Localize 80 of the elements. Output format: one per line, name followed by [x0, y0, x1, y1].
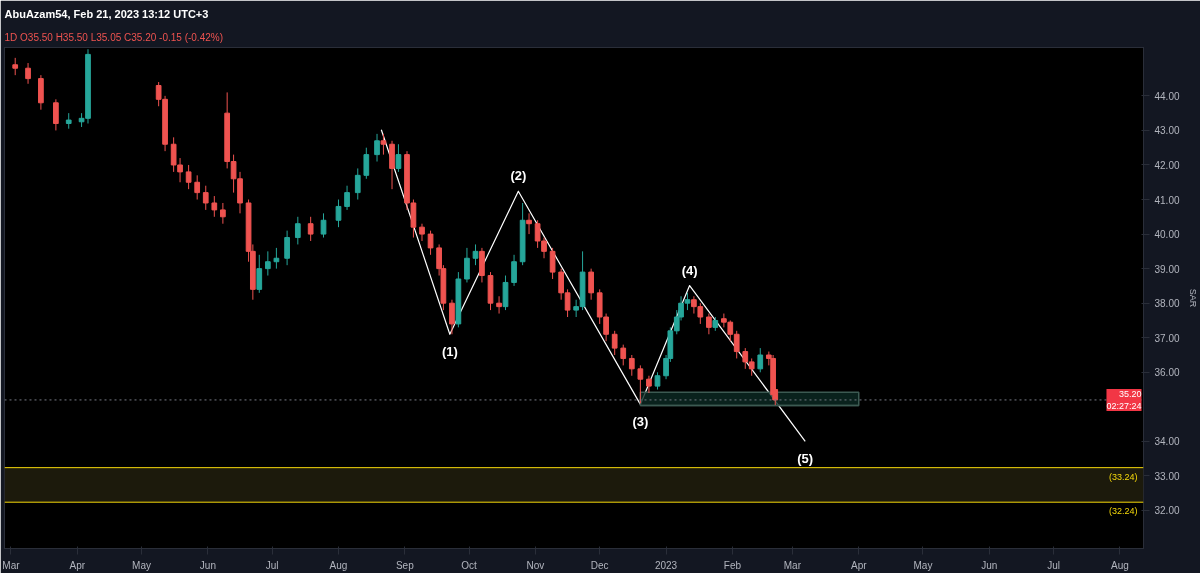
candlestick [427, 230, 434, 256]
y-tick-label: 37.00 [1154, 332, 1180, 344]
x-tick-label: Jun [199, 559, 216, 571]
candlestick [307, 216, 314, 242]
y-tick-label: 43.00 [1154, 125, 1180, 137]
candlestick [363, 147, 370, 180]
x-tick-label: 2023 [654, 559, 678, 571]
x-tick-label: Feb [723, 559, 742, 571]
candlestick [472, 243, 479, 266]
ref-line-label: (33.24) [1108, 471, 1138, 482]
x-tick-label: Nov [526, 559, 545, 571]
candlestick [395, 143, 402, 173]
chart-subtitle: 1D O35.50 H35.50 L35.05 C35.20 -0.15 (-0.42%) [4, 31, 223, 43]
candlestick [757, 347, 764, 373]
candlestick [264, 250, 271, 277]
candlestick [511, 254, 517, 287]
annotation: (1) [441, 344, 458, 360]
y-tick-label: 42.00 [1154, 159, 1180, 171]
annotation: (5) [797, 451, 814, 467]
y-tick-label: 40.00 [1154, 229, 1180, 241]
candlestick [256, 254, 263, 294]
x-tick-label: Apr [850, 559, 868, 571]
annotation: (3) [632, 414, 649, 430]
candlestick [194, 174, 201, 201]
candlestick [320, 212, 327, 239]
y-tick-label: 44.00 [1154, 90, 1180, 102]
x-tick-label: Sep [395, 559, 415, 571]
x-tick-label: Jun [981, 559, 998, 571]
x-tick-label: May [913, 559, 933, 571]
candlestick [294, 216, 301, 245]
candlestick [588, 268, 594, 301]
candlestick [611, 330, 618, 356]
candlestick [284, 230, 290, 266]
candlestick [374, 133, 380, 163]
candlestick [620, 344, 627, 366]
candlestick [202, 185, 209, 211]
x-tick-label: May [132, 559, 151, 571]
x-tick-label: Aug [329, 559, 348, 571]
x-tick-label: Aug [1111, 559, 1129, 571]
annotation: (2) [510, 168, 527, 184]
y-tick-label: 32.00 [1154, 505, 1180, 517]
candlestick [25, 62, 31, 85]
ref-line-label: (32.24) [1108, 506, 1138, 517]
y-tick-label: 33.00 [1154, 470, 1180, 482]
candlestick [464, 247, 470, 283]
y-tick-label: 38.00 [1154, 298, 1180, 310]
candlestick [354, 167, 361, 201]
x-tick-label: Mar [783, 559, 802, 571]
candlestick [628, 354, 635, 377]
candlestick [273, 247, 280, 270]
line-series [380, 129, 806, 442]
x-tick-label: Jul [1047, 559, 1060, 571]
x-tick-label: Apr [69, 559, 86, 571]
candlestick [496, 295, 502, 315]
candlestick [335, 199, 342, 228]
candlestick [449, 299, 455, 335]
candlestick [646, 375, 652, 394]
candlestick [526, 212, 532, 235]
candlestick [706, 313, 712, 335]
candlestick [419, 223, 425, 242]
annotation: (4) [681, 262, 698, 278]
candlestick [220, 202, 226, 225]
chart-title: AbuAzam54, Feb 21, 2023 13:12 UTC+3 [4, 7, 209, 20]
y-tick-label: 39.00 [1154, 263, 1180, 275]
x-tick-label: Dec [590, 559, 609, 571]
x-tick-label: Jul [265, 559, 279, 571]
candlestick [344, 185, 350, 211]
candlestick [211, 195, 218, 218]
y-tick-label: 41.00 [1154, 194, 1180, 206]
y-axis-title: SAR [1187, 288, 1198, 308]
x-tick-label: Mar [2, 559, 21, 571]
candlestick [380, 133, 387, 156]
candlestick [53, 98, 59, 131]
candlestick [549, 247, 556, 280]
y-tick-label: 36.00 [1154, 367, 1180, 379]
candlestick [185, 164, 192, 190]
ref-line-label: 35.20 02:27:24 [1106, 388, 1142, 411]
x-tick-label: Oct [461, 559, 478, 571]
y-tick-label: 34.00 [1154, 436, 1180, 448]
candlestick [637, 364, 644, 404]
